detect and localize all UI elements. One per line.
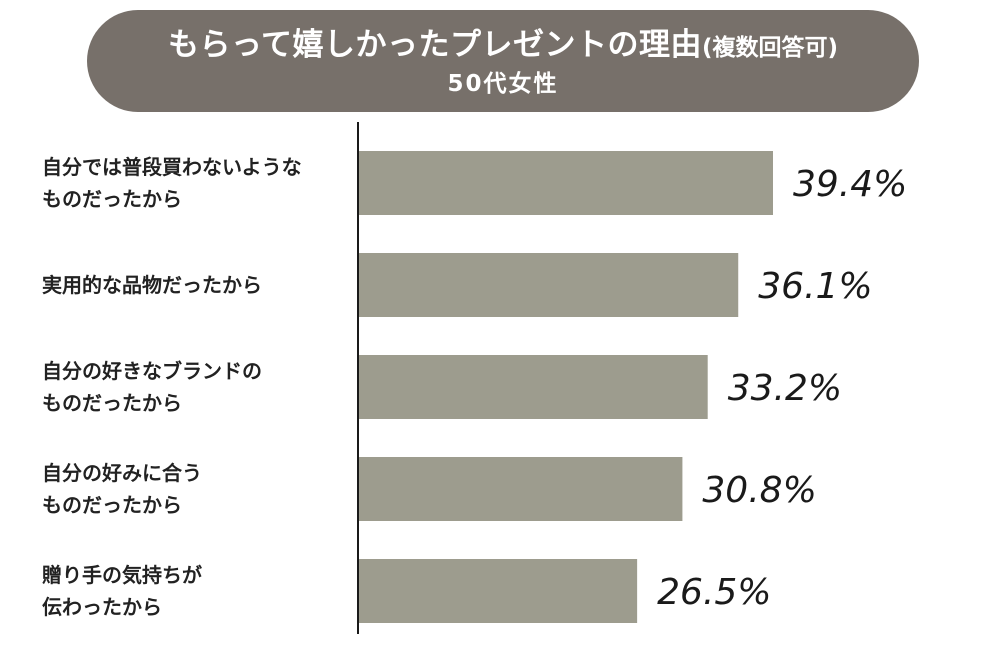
chart-title: もらって嬉しかったプレゼントの理由(複数回答可) — [87, 26, 919, 67]
bar-4 — [358, 457, 683, 521]
category-label-4-line-2: ものだったから — [42, 493, 182, 517]
bar-2 — [358, 253, 739, 317]
bar-3 — [358, 355, 708, 419]
category-label-5-line-1: 贈り手の気持ちが — [42, 563, 202, 587]
chart-title-main: もらって嬉しかったプレゼントの理由 — [168, 27, 702, 63]
value-labels-layer: 39.4% 36.1% 33.2% 30.8% 26.5% — [657, 164, 907, 613]
category-label-1-line-1: 自分では普段買わないような — [42, 155, 302, 179]
category-label-1-line-2: ものだったから — [42, 187, 182, 211]
value-label-2: 36.1% — [758, 266, 872, 307]
chart-title-banner: もらって嬉しかったプレゼントの理由(複数回答可) 50代女性 — [87, 10, 919, 112]
bars-layer — [358, 151, 773, 623]
chart-subtitle: 50代女性 — [447, 71, 559, 97]
bar-1 — [358, 151, 773, 215]
bar-5 — [358, 559, 638, 623]
category-label-2-line-1: 実用的な品物だったから — [42, 273, 262, 297]
category-label-4-line-1: 自分の好みに合う — [42, 461, 202, 485]
category-label-3-line-1: 自分の好きなブランドの — [42, 359, 262, 383]
value-label-5: 26.5% — [657, 572, 771, 613]
value-label-3: 33.2% — [728, 368, 842, 409]
category-labels-layer: 自分では普段買わないようなものだったから実用的な品物だったから自分の好きなブラン… — [42, 155, 302, 619]
category-label-3-line-2: ものだったから — [42, 391, 182, 415]
category-label-5-line-2: 伝わったから — [42, 595, 162, 619]
chart-title-note: (複数回答可) — [701, 35, 838, 61]
value-label-4: 30.8% — [702, 470, 816, 511]
value-label-1: 39.4% — [793, 164, 907, 205]
